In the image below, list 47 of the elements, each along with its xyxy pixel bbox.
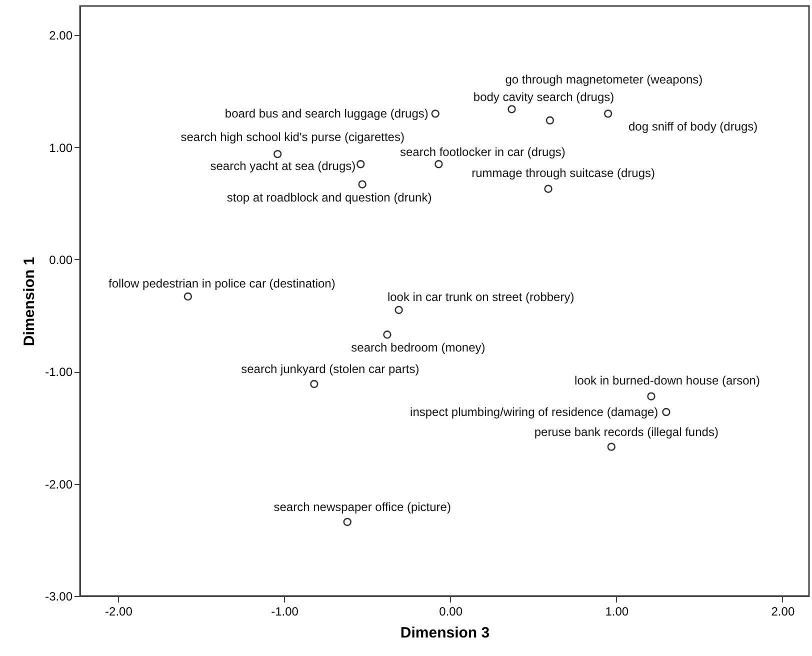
y-tick-label: -1.00 <box>45 365 73 380</box>
annotation: board bus and search luggage (drugs) <box>224 106 428 121</box>
x-tick-label: -1.00 <box>271 604 299 618</box>
annotation: peruse bank records (illegal funds) <box>534 424 718 439</box>
y-tick-label: 1.00 <box>49 140 73 155</box>
point <box>662 408 670 416</box>
point <box>343 518 352 526</box>
annotation: dog sniff of body (drugs) <box>628 120 758 134</box>
point <box>647 392 656 400</box>
point <box>310 380 318 388</box>
x-tick-label: 0.00 <box>439 604 463 618</box>
annotation: rummage through suitcase (drugs) <box>472 166 655 180</box>
annotation: body cavity search (drugs) <box>473 90 614 104</box>
y-tick-label: 0.00 <box>49 253 73 267</box>
y-tick-label: -2.00 <box>45 477 73 492</box>
annotation: follow pedestrian in police car (destination) <box>108 276 336 291</box>
y-tick-label: 2.00 <box>49 28 73 43</box>
point <box>508 105 516 114</box>
point <box>356 160 365 168</box>
y-axis-title: Dimension 1 <box>21 256 38 346</box>
annotation: look in burned-down house (arson) <box>574 373 760 388</box>
point <box>273 150 282 158</box>
annotation: search yacht at sea (drugs) <box>210 159 356 174</box>
annotation: stop at roadblock and question (drunk) <box>226 190 432 204</box>
point <box>546 116 554 125</box>
point <box>394 306 403 314</box>
point <box>544 184 552 193</box>
annotation: search junkyard (stolen car parts) <box>241 362 420 376</box>
annotation: search high school kid's purse (cigarettes) <box>180 130 404 144</box>
annotation: search newspaper office (picture) <box>274 500 451 514</box>
point <box>607 442 616 451</box>
x-tick-label: 2.00 <box>771 604 795 618</box>
x-axis-title: Dimension 3 <box>400 624 490 642</box>
point <box>434 160 443 168</box>
point <box>431 110 440 118</box>
annotation: inspect plumbing/wiring of residence (damage) <box>410 405 658 420</box>
annotation: go through magnetometer (weapons) <box>505 72 703 86</box>
annotation: search bedroom (money) <box>351 340 486 355</box>
annotation: look in car trunk on street (robbery) <box>387 290 574 304</box>
annotation: search footlocker in car (drugs) <box>400 145 566 160</box>
point <box>358 180 366 188</box>
point <box>604 110 612 118</box>
y-tick-label: -3.00 <box>45 590 73 604</box>
x-tick-label: 1.00 <box>605 604 629 618</box>
x-tick-label: -2.00 <box>105 604 133 618</box>
point <box>383 330 392 339</box>
point <box>184 292 192 301</box>
